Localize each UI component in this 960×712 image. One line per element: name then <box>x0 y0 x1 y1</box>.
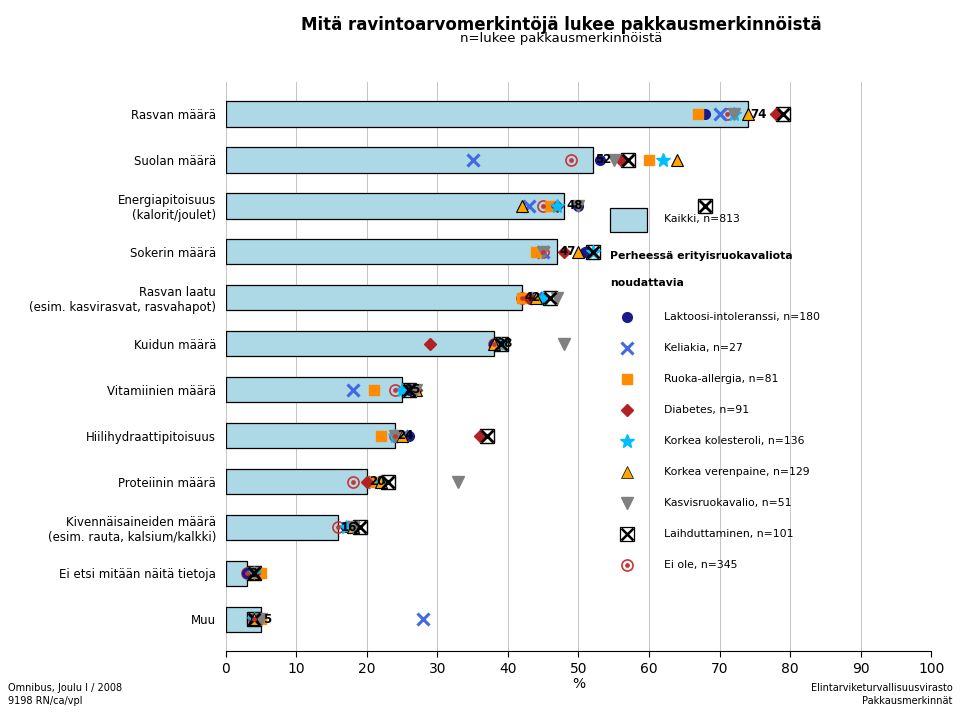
Text: Kaikki, n=813: Kaikki, n=813 <box>664 214 740 224</box>
Bar <box>226 193 564 219</box>
Text: 16: 16 <box>341 521 357 534</box>
Bar <box>611 208 647 232</box>
Text: 24: 24 <box>397 429 414 442</box>
Bar <box>226 331 493 356</box>
Text: 42: 42 <box>524 291 540 304</box>
Text: taloustutkimus oy: taloustutkimus oy <box>25 34 209 53</box>
Bar <box>226 147 592 172</box>
Bar <box>226 607 261 632</box>
Text: noudattavia: noudattavia <box>611 278 684 288</box>
Bar <box>226 515 339 540</box>
Text: Ei ole, n=345: Ei ole, n=345 <box>664 560 737 570</box>
Text: n=lukee pakkausmerkinnöistä: n=lukee pakkausmerkinnöistä <box>461 32 662 45</box>
Text: Mitä ravintoarvomerkintöjä lukee pakkausmerkinnöistä: Mitä ravintoarvomerkintöjä lukee pakkaus… <box>301 16 822 33</box>
Text: 38: 38 <box>496 337 513 350</box>
Text: Korkea verenpaine, n=129: Korkea verenpaine, n=129 <box>664 467 809 477</box>
Text: Elintarviketurvallisuusvirasto
Pakkausmerkinnät: Elintarviketurvallisuusvirasto Pakkausme… <box>810 683 952 706</box>
Text: 20: 20 <box>369 475 385 488</box>
Bar <box>226 561 247 586</box>
Text: Korkea kolesteroli, n=136: Korkea kolesteroli, n=136 <box>664 436 804 446</box>
Bar <box>226 377 402 402</box>
Text: Ruoka-allergia, n=81: Ruoka-allergia, n=81 <box>664 375 779 384</box>
Bar <box>226 239 557 264</box>
Text: Perheessä erityisruokavaliota: Perheessä erityisruokavaliota <box>611 251 793 261</box>
Bar <box>226 423 395 449</box>
Text: 3: 3 <box>249 567 257 580</box>
Text: Kasvisruokavalio, n=51: Kasvisruokavalio, n=51 <box>664 498 791 508</box>
Text: Omnibus, Joulu I / 2008
9198 RN/ca/vpl: Omnibus, Joulu I / 2008 9198 RN/ca/vpl <box>8 683 122 706</box>
Bar <box>226 285 522 310</box>
Bar <box>226 469 367 494</box>
Text: 74: 74 <box>750 108 766 120</box>
X-axis label: %: % <box>572 677 585 691</box>
Text: Diabetes, n=91: Diabetes, n=91 <box>664 405 749 415</box>
Text: Laihduttaminen, n=101: Laihduttaminen, n=101 <box>664 529 793 539</box>
Bar <box>226 101 748 127</box>
Text: 48: 48 <box>566 199 583 212</box>
Text: Laktoosi-intoleranssi, n=180: Laktoosi-intoleranssi, n=180 <box>664 313 820 323</box>
Text: 52: 52 <box>594 154 611 167</box>
Text: 25: 25 <box>404 383 420 396</box>
Text: 47: 47 <box>560 246 576 258</box>
Text: 5: 5 <box>263 613 272 626</box>
Text: Keliakia, n=27: Keliakia, n=27 <box>664 343 743 353</box>
